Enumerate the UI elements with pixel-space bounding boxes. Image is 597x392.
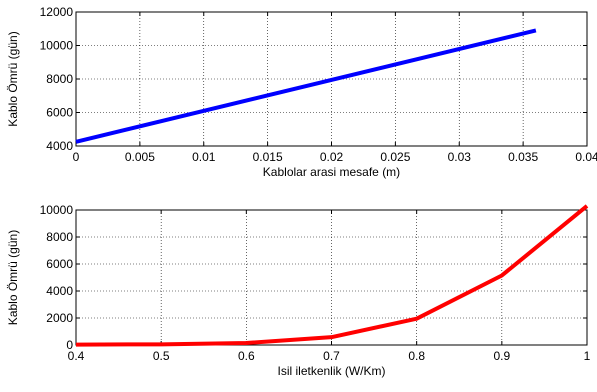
x-tick-label: 0.005 (125, 150, 155, 164)
y-tick-label: 2000 (46, 311, 73, 325)
x-tick-label: 0.5 (153, 349, 170, 363)
x-tick-label: 0.01 (192, 150, 216, 164)
series-line (75, 28, 537, 144)
x-tick-label: 0.02 (320, 150, 344, 164)
y-tick-label: 4000 (46, 284, 73, 298)
x-tick-label: 0.04 (575, 150, 597, 164)
series-line (75, 204, 589, 347)
x-tick-label: 0.035 (508, 150, 538, 164)
chart-top: 0 0.005 0.01 0.015 0.02 0.025 0.03 0.035 0.04 400… (6, 5, 597, 179)
y-tick-label: 12000 (40, 5, 74, 19)
chart-bottom: 0.4 0.5 0.6 0.7 0.8 0.9 1 0 2000 4000 6000 8000 1000… (6, 203, 591, 378)
x-tick-label: 0.03 (448, 150, 472, 164)
x-tick-label: 0.8 (408, 349, 425, 363)
y-axis-label: Kablo Ömrü (gün) (6, 230, 20, 325)
y-axis-label: Kablo Ömrü (gün) (6, 31, 20, 126)
x-axis-label: Kablolar arasi mesafe (m) (263, 165, 400, 179)
x-tick-label: 0.015 (253, 150, 283, 164)
y-tick-label: 8000 (46, 230, 73, 244)
y-tick-label: 8000 (46, 72, 73, 86)
x-tick-label: 0.7 (323, 349, 340, 363)
y-tick-label: 10000 (40, 203, 74, 217)
y-tick-label: 6000 (46, 106, 73, 120)
x-tick-label: 0.025 (380, 150, 410, 164)
y-tick-label: 10000 (40, 39, 74, 53)
x-tick-label: 0.6 (238, 349, 255, 363)
y-tick-label: 0 (66, 338, 73, 352)
y-tick-label: 6000 (46, 257, 73, 271)
x-tick-label: 0.4 (68, 349, 85, 363)
x-tick-label: 1 (584, 349, 591, 363)
y-tick-label: 4000 (46, 139, 73, 153)
x-tick-label: 0.9 (493, 349, 510, 363)
x-tick-label: 0 (73, 150, 80, 164)
x-axis-label: Isil iletkenlik (W/Km) (277, 364, 385, 378)
